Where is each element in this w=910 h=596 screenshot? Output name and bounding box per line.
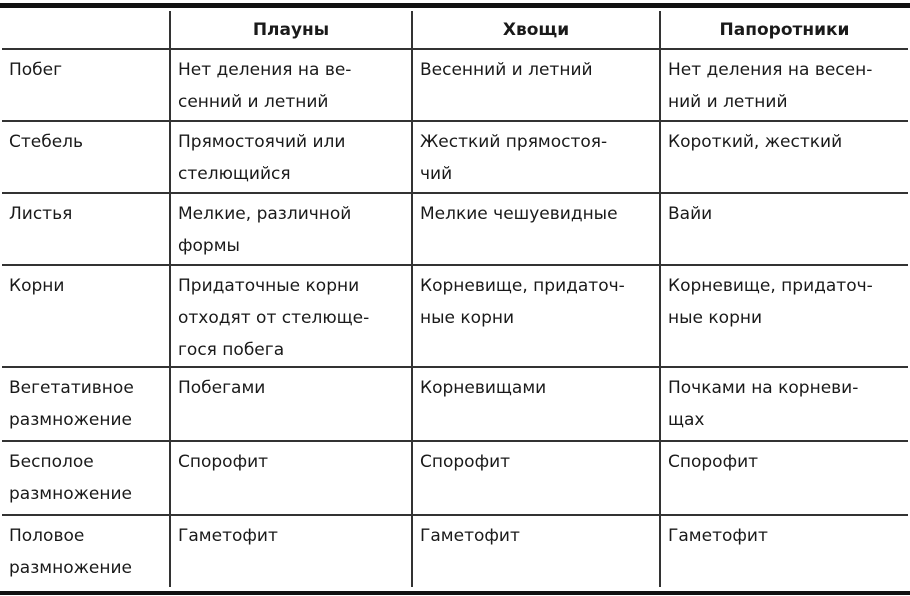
table-cell: Жесткий прямостоя- чий [411,120,661,194]
row-label: Побег [2,48,171,122]
table-cell: Корневище, придаточ- ные корни [411,264,661,368]
row-label: Корни [2,264,171,368]
table-cell: Вайи [659,192,908,266]
table-cell: Гаметофит [169,514,413,587]
column-header: Плауны [169,11,413,50]
row-label: Бесполое размножение [2,440,171,516]
table-cell: Корневище, придаточ- ные корни [659,264,908,368]
bottom-rule [0,591,910,595]
table-row: Листья Мелкие, различной формы Мелкие чешу… [2,192,908,266]
row-label: Стебель [2,120,171,194]
table-cell: Короткий, жесткий [659,120,908,194]
table-cell: Спорофит [411,440,661,516]
column-header: Хвощи [411,11,661,50]
corner-cell [2,11,171,50]
table-row: Вегетативное размножение Побегами Корневищ… [2,366,908,442]
table-cell: Спорофит [169,440,413,516]
table-cell: Побегами [169,366,413,442]
comparison-table: Плауны Хвощи Папоротники Побег Нет деления … [2,11,908,587]
top-rule [0,3,910,8]
table-cell: Спорофит [659,440,908,516]
table-cell: Гаметофит [411,514,661,587]
table-cell: Гаметофит [659,514,908,587]
table-cell: Весенний и летний [411,48,661,122]
table-cell: Придаточные корни отходят от стелюще- го… [169,264,413,368]
table-row: Половое размножение Гаметофит Гаметофит Гам… [2,514,908,587]
table-cell: Корневищами [411,366,661,442]
table-row: Побег Нет деления на ве- сенний и летний В… [2,48,908,122]
row-label: Листья [2,192,171,266]
table-row: Корни Придаточные корни отходят от стелющ… [2,264,908,368]
table-cell: Мелкие чешуевидные [411,192,661,266]
header-row: Плауны Хвощи Папоротники [2,11,908,50]
column-header: Папоротники [659,11,908,50]
table-row: Бесполое размножение Спорофит Спорофит Спор… [2,440,908,516]
table-cell: Нет деления на весен- ний и летний [659,48,908,122]
row-label: Вегетативное размножение [2,366,171,442]
table-cell: Почками на корневи- щах [659,366,908,442]
table-cell: Нет деления на ве- сенний и летний [169,48,413,122]
table-cell: Мелкие, различной формы [169,192,413,266]
table-row: Стебель Прямостоячий или стелющийся Жестки… [2,120,908,194]
row-label: Половое размножение [2,514,171,587]
table-cell: Прямостоячий или стелющийся [169,120,413,194]
